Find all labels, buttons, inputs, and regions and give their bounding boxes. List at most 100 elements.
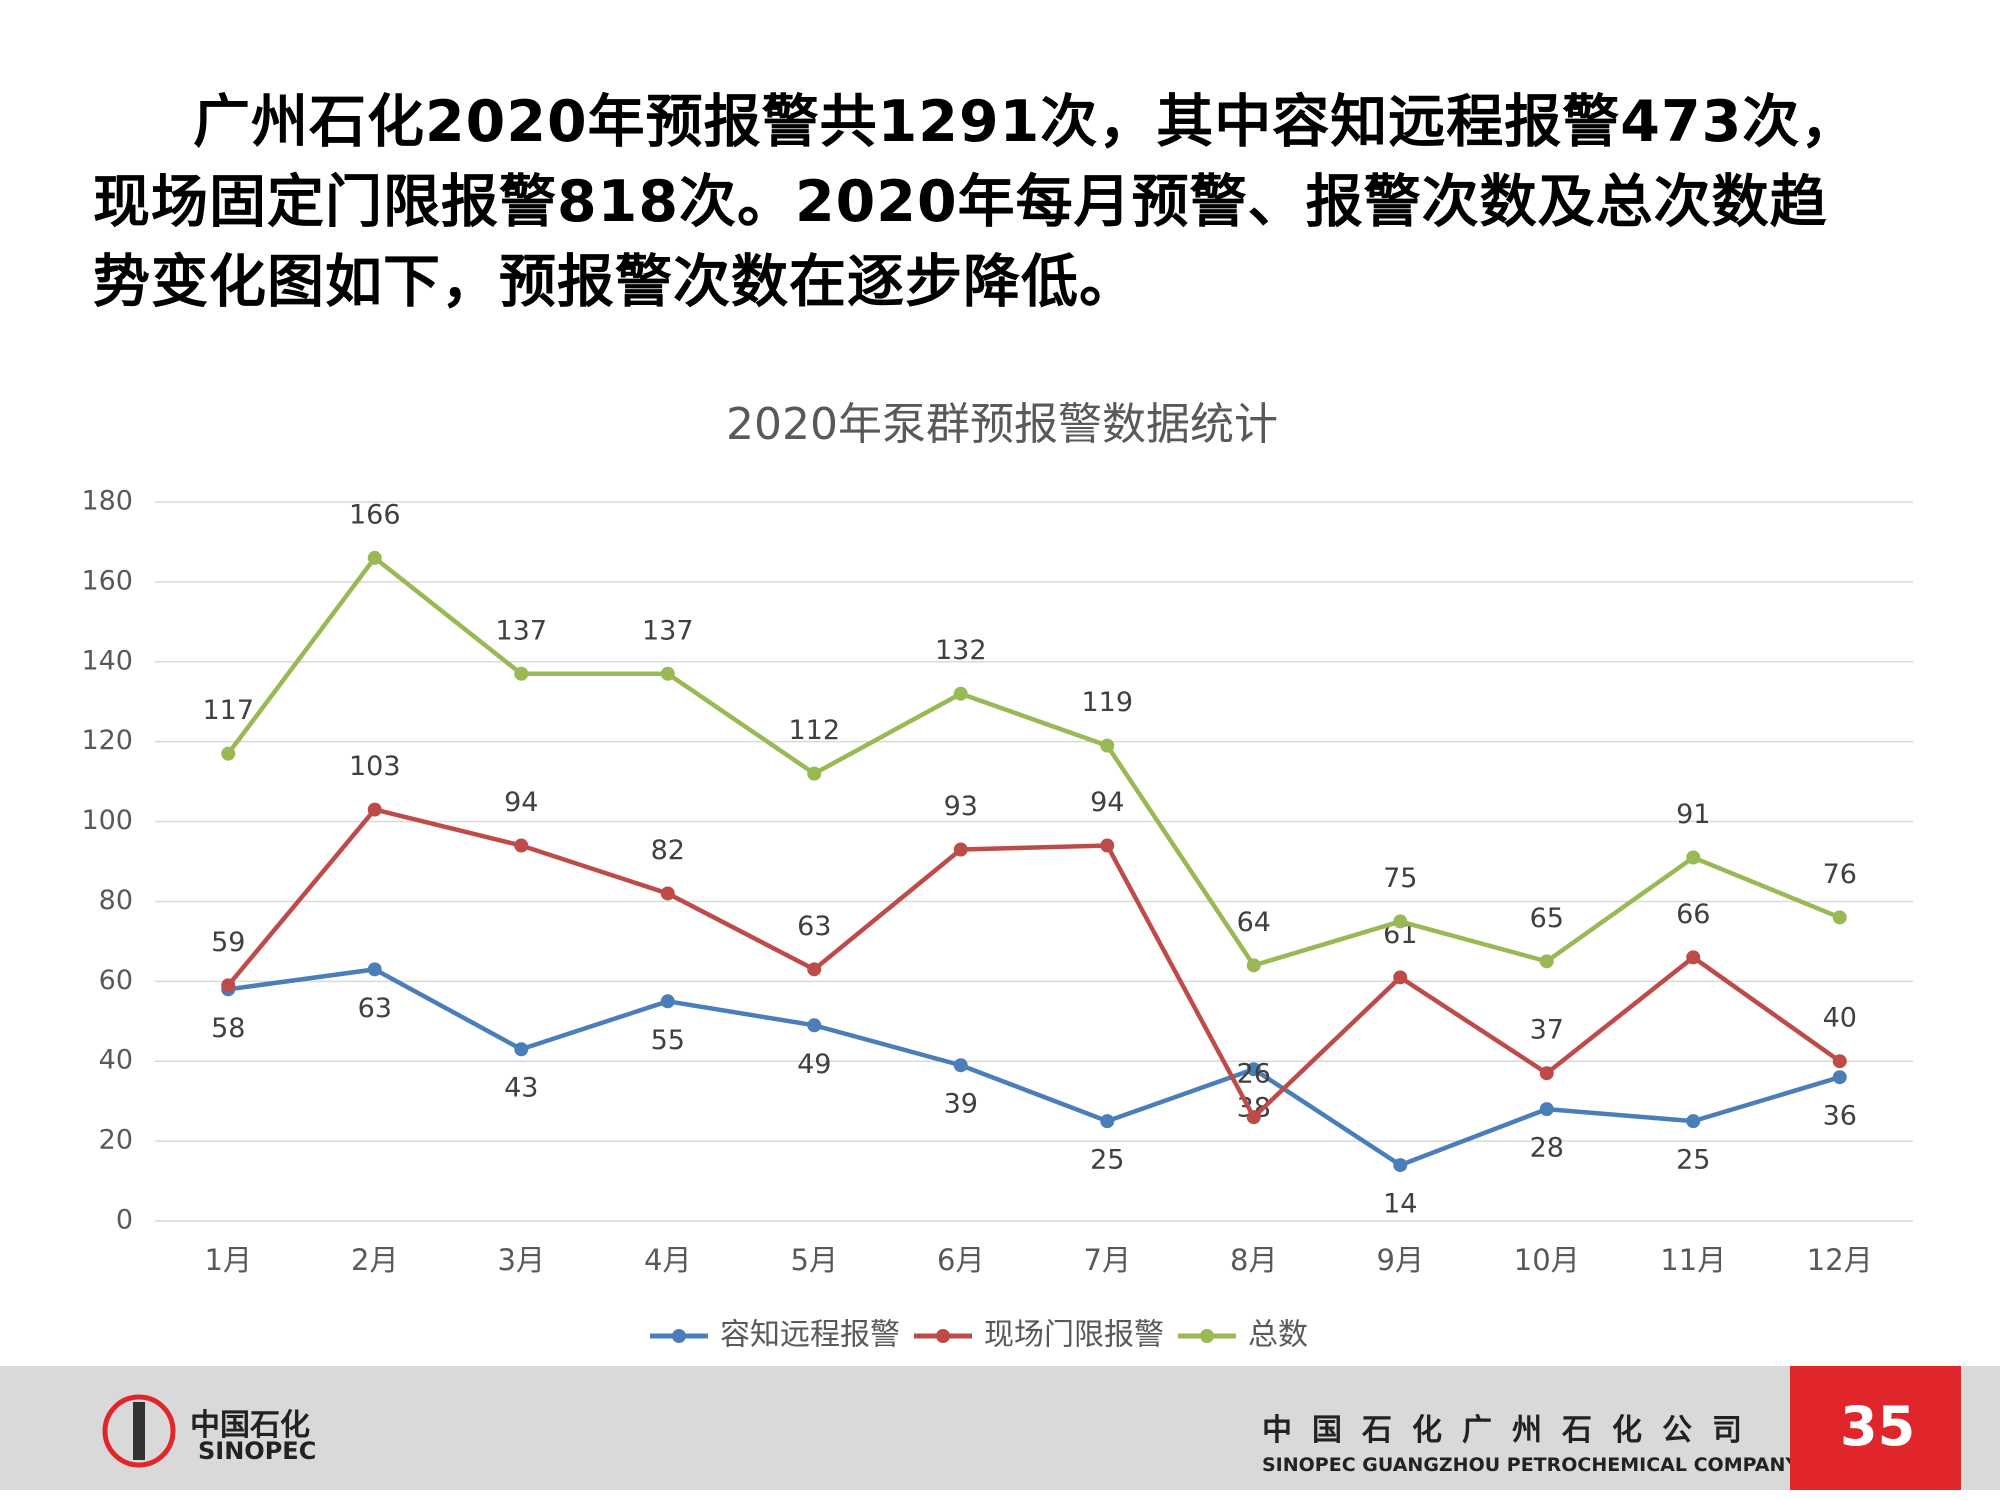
y-tick-label: 60 xyxy=(99,965,133,996)
data-label: 65 xyxy=(1530,903,1564,934)
y-tick-label: 80 xyxy=(99,885,133,916)
data-label: 40 xyxy=(1823,1003,1857,1034)
data-label: 82 xyxy=(651,835,685,866)
data-label: 25 xyxy=(1676,1145,1710,1176)
y-tick-label: 20 xyxy=(99,1125,133,1156)
x-tick-label: 3月 xyxy=(498,1243,545,1277)
data-point xyxy=(1100,1114,1115,1129)
data-point xyxy=(1393,914,1408,929)
data-point xyxy=(514,666,529,681)
data-point xyxy=(1246,958,1261,973)
data-label: 103 xyxy=(349,751,401,782)
series-line xyxy=(227,967,1841,1168)
page-number-box xyxy=(1790,1366,1961,1490)
series-line xyxy=(226,554,1841,968)
y-tick-label: 40 xyxy=(99,1045,133,1076)
data-label: 36 xyxy=(1823,1101,1857,1132)
data-label: 63 xyxy=(358,993,392,1024)
x-tick-label: 4月 xyxy=(644,1243,691,1277)
legend-label: 容知远程报警 xyxy=(720,1318,900,1353)
data-point xyxy=(1686,1114,1701,1129)
data-label: 75 xyxy=(1383,863,1417,894)
data-label: 119 xyxy=(1081,687,1133,718)
data-point xyxy=(1686,950,1701,965)
data-label: 94 xyxy=(1090,787,1124,818)
data-point xyxy=(953,842,968,857)
data-point xyxy=(807,766,822,781)
data-point xyxy=(1832,1070,1847,1085)
x-tick-label: 8月 xyxy=(1230,1243,1277,1277)
data-label: 39 xyxy=(944,1089,978,1120)
data-label: 117 xyxy=(202,695,254,726)
chart-title: 2020年泵群预报警数据统计 xyxy=(726,399,1278,450)
data-label: 66 xyxy=(1676,899,1710,930)
data-label: 93 xyxy=(944,791,978,822)
data-label: 58 xyxy=(211,1013,245,1044)
data-label: 64 xyxy=(1237,907,1271,938)
data-label: 137 xyxy=(495,615,547,646)
data-point xyxy=(953,686,968,701)
footer-band xyxy=(0,1366,2000,1490)
data-point xyxy=(1100,838,1115,853)
x-tick-label: 11月 xyxy=(1660,1243,1726,1277)
data-label: 137 xyxy=(642,615,694,646)
data-label: 14 xyxy=(1383,1189,1417,1220)
logo-en: SINOPEC xyxy=(198,1437,317,1465)
page-number: 35 xyxy=(1840,1395,1916,1458)
data-label: 63 xyxy=(797,911,831,942)
data-point xyxy=(367,550,382,565)
legend-marker xyxy=(672,1329,686,1343)
data-label: 166 xyxy=(349,499,401,530)
data-point xyxy=(1100,738,1115,753)
series-line xyxy=(226,807,1842,1121)
data-point xyxy=(1393,1158,1408,1173)
data-label: 94 xyxy=(504,787,538,818)
data-point xyxy=(1393,970,1408,985)
data-point xyxy=(807,1018,822,1033)
y-tick-label: 0 xyxy=(116,1205,133,1236)
x-tick-label: 10月 xyxy=(1514,1243,1580,1277)
x-tick-label: 12月 xyxy=(1807,1243,1873,1277)
data-point xyxy=(221,746,236,761)
data-point xyxy=(514,1042,529,1057)
legend-marker xyxy=(1200,1329,1214,1343)
data-label: 26 xyxy=(1237,1059,1271,1090)
data-label: 55 xyxy=(651,1025,685,1056)
data-label: 25 xyxy=(1090,1145,1124,1176)
data-point xyxy=(807,962,822,977)
data-point xyxy=(221,978,236,993)
data-point xyxy=(660,886,675,901)
x-tick-label: 5月 xyxy=(791,1243,838,1277)
data-point xyxy=(1246,1062,1261,1077)
x-tick-label: 2月 xyxy=(351,1243,398,1277)
data-point xyxy=(1246,1110,1261,1125)
y-tick-label: 100 xyxy=(81,805,133,836)
data-point xyxy=(1832,910,1847,925)
y-tick-label: 160 xyxy=(81,565,133,596)
data-label: 49 xyxy=(797,1049,831,1080)
data-point xyxy=(953,1058,968,1073)
data-label: 91 xyxy=(1676,799,1710,830)
legend-label: 现场门限报警 xyxy=(984,1318,1164,1353)
data-label: 76 xyxy=(1823,859,1857,890)
x-tick-label: 9月 xyxy=(1377,1243,1424,1277)
y-tick-label: 140 xyxy=(81,645,133,676)
company-en: SINOPEC GUANGZHOU PETROCHEMICAL COMPANY xyxy=(1262,1454,1800,1476)
data-point xyxy=(660,666,675,681)
data-point xyxy=(660,994,675,1009)
data-label: 59 xyxy=(211,927,245,958)
intro-paragraph: 广州石化2020年预报警共1291次，其中容知远程报警473次，现场固定门限报警… xyxy=(93,89,1859,315)
data-point xyxy=(1539,1066,1554,1081)
y-tick-label: 120 xyxy=(81,725,133,756)
data-point xyxy=(514,838,529,853)
data-label: 112 xyxy=(788,715,840,746)
x-tick-label: 6月 xyxy=(937,1243,984,1277)
logo-cn: 中国石化 xyxy=(190,1408,310,1443)
data-label: 132 xyxy=(935,635,987,666)
data-point xyxy=(367,962,382,977)
legend-label: 总数 xyxy=(1248,1318,1308,1353)
x-tick-label: 7月 xyxy=(1084,1243,1131,1277)
logo-mark xyxy=(102,1394,176,1468)
data-point xyxy=(1832,1054,1847,1069)
